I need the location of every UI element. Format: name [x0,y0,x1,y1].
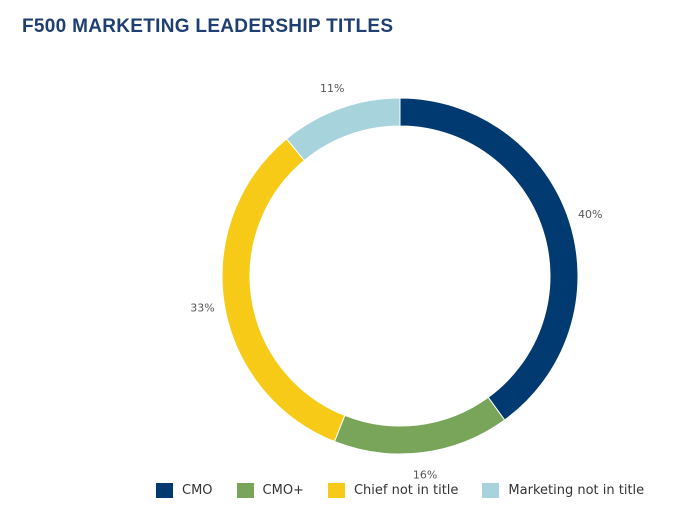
chart-title: F500 MARKETING LEADERSHIP TITLES [22,16,394,37]
donut-slices [221,97,579,455]
legend-label-cmo: CMO [182,483,213,498]
legend-label-marketing-not-in-title: Marketing not in title [508,483,645,498]
legend-item-chief-not-in-title: Chief not in title [327,483,459,498]
legend-item-cmo-plus: CMO+ [236,483,304,498]
legend-swatch-cmo [156,483,173,498]
slice-label-cmo-plus: 16% [413,468,437,481]
legend-swatch-cmo-plus [236,483,254,498]
slice-chief-not-in-title [221,138,346,443]
legend-swatch-chief-not-in-title [327,483,345,498]
legend-item-cmo: CMO [156,483,213,498]
slice-marketing-not-in-title [285,97,401,162]
slice-label-cmo: 40% [578,208,602,221]
slice-cmo [399,97,579,421]
legend-swatch-marketing-not-in-title [482,483,500,498]
legend-item-marketing-not-in-title: Marketing not in title [482,483,644,498]
legend: CMO CMO+ Chief not in title Marketing no… [156,483,644,498]
slice-label-marketing-not-in-title: 11% [320,82,344,95]
slice-labels: 40% 16% 33% 11% [190,82,602,482]
slice-label-chief-not-in-title: 33% [190,301,214,314]
legend-label-cmo-plus: CMO+ [262,483,304,498]
slice-cmo-plus [333,396,506,455]
legend-label-chief-not-in-title: Chief not in title [353,483,459,498]
